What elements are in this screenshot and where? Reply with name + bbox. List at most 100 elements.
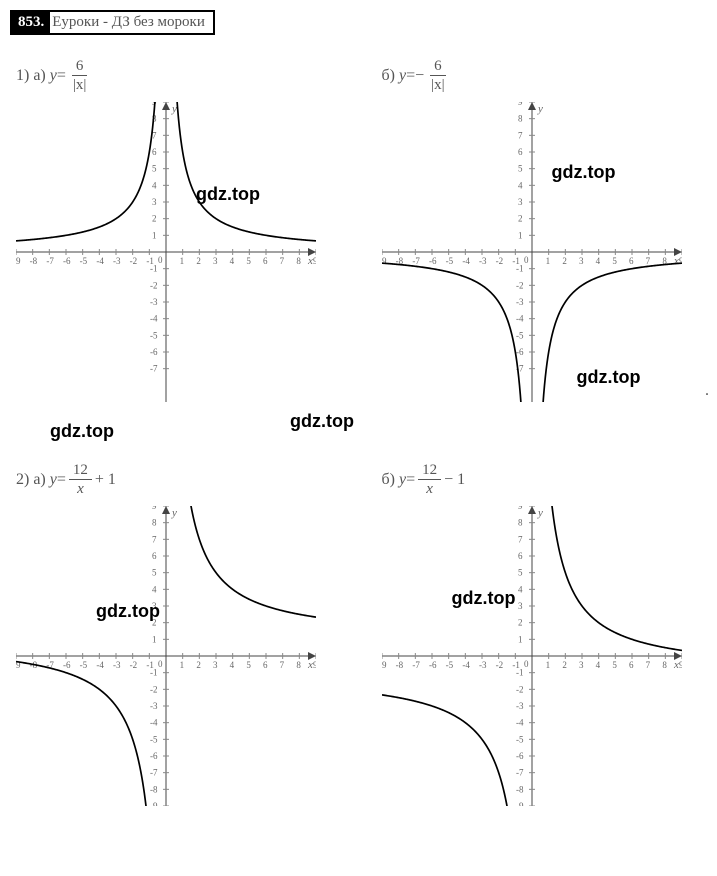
svg-text:2: 2 bbox=[196, 256, 201, 266]
svg-text:3: 3 bbox=[518, 197, 523, 207]
svg-text:-4: -4 bbox=[462, 256, 470, 266]
svg-text:-5: -5 bbox=[150, 734, 158, 744]
svg-text:-9: -9 bbox=[16, 256, 21, 266]
svg-text:6: 6 bbox=[263, 660, 268, 670]
svg-text:-4: -4 bbox=[96, 256, 104, 266]
svg-text:-5: -5 bbox=[516, 734, 524, 744]
svg-text:8: 8 bbox=[152, 518, 157, 528]
svg-text:1: 1 bbox=[152, 230, 157, 240]
svg-text:6: 6 bbox=[629, 660, 634, 670]
svg-text:4: 4 bbox=[518, 584, 523, 594]
svg-text:1: 1 bbox=[545, 660, 550, 670]
svg-text:5: 5 bbox=[246, 660, 251, 670]
formula-1b: б) y = − 6 |x| bbox=[382, 57, 702, 94]
svg-text:-4: -4 bbox=[462, 660, 470, 670]
svg-text:-3: -3 bbox=[479, 660, 487, 670]
svg-text:0: 0 bbox=[524, 255, 529, 265]
svg-text:3: 3 bbox=[579, 660, 584, 670]
svg-text:1: 1 bbox=[545, 256, 550, 266]
den-2b: x bbox=[422, 480, 437, 498]
svg-text:2: 2 bbox=[152, 214, 157, 224]
svg-text:-7: -7 bbox=[46, 256, 54, 266]
svg-text:7: 7 bbox=[280, 256, 285, 266]
svg-text:-5: -5 bbox=[80, 660, 88, 670]
eq-2b: = bbox=[406, 471, 415, 489]
formula-2b: б) y = 12 x − 1 bbox=[382, 461, 702, 498]
svg-text:-5: -5 bbox=[445, 660, 453, 670]
tail-2b: − 1 bbox=[444, 471, 465, 489]
svg-text:4: 4 bbox=[230, 660, 235, 670]
svg-text:-6: -6 bbox=[150, 751, 158, 761]
frac-2b: 12 x bbox=[418, 461, 441, 498]
svg-text:9: 9 bbox=[518, 102, 523, 107]
problem-label-1b: б) bbox=[382, 67, 395, 85]
svg-text:-2: -2 bbox=[150, 280, 158, 290]
svg-text:3: 3 bbox=[213, 256, 218, 266]
svg-text:-7: -7 bbox=[412, 256, 420, 266]
svg-text:3: 3 bbox=[152, 197, 157, 207]
svg-text:9: 9 bbox=[518, 506, 523, 511]
svg-1b: xy0-9-8-7-6-5-4-3-2-1123456789123456789-… bbox=[382, 102, 682, 402]
svg-text:-1: -1 bbox=[150, 264, 158, 274]
svg-2a: xy0-9-8-7-6-5-4-3-2-1123456789123456789-… bbox=[16, 506, 316, 806]
svg-text:-6: -6 bbox=[516, 751, 524, 761]
svg-text:8: 8 bbox=[662, 660, 667, 670]
svg-text:-6: -6 bbox=[516, 347, 524, 357]
sign-1b: − bbox=[415, 67, 424, 85]
svg-text:7: 7 bbox=[518, 130, 523, 140]
svg-text:-3: -3 bbox=[479, 256, 487, 266]
svg-text:5: 5 bbox=[612, 660, 617, 670]
row-1: 1) а) y = 6 |x| xy0-9-8-7-6-5-4-3-2-1123… bbox=[10, 47, 707, 411]
svg-text:1: 1 bbox=[518, 634, 523, 644]
svg-text:y: y bbox=[171, 103, 177, 115]
svg-text:3: 3 bbox=[152, 601, 157, 611]
svg-text:0: 0 bbox=[524, 659, 529, 669]
svg-text:9: 9 bbox=[313, 256, 316, 266]
svg-text:-2: -2 bbox=[495, 256, 503, 266]
svg-text:9: 9 bbox=[679, 256, 682, 266]
svg-text:8: 8 bbox=[518, 518, 523, 528]
svg-text:-2: -2 bbox=[150, 684, 158, 694]
svg-text:5: 5 bbox=[152, 164, 157, 174]
svg-text:-2: -2 bbox=[495, 660, 503, 670]
svg-text:-4: -4 bbox=[96, 660, 104, 670]
svg-text:-3: -3 bbox=[150, 297, 158, 307]
svg-text:2: 2 bbox=[196, 660, 201, 670]
lhs-2b: y bbox=[399, 471, 406, 489]
svg-text:-6: -6 bbox=[150, 347, 158, 357]
svg-text:7: 7 bbox=[645, 660, 650, 670]
svg-text:3: 3 bbox=[213, 660, 218, 670]
svg-text:9: 9 bbox=[313, 660, 316, 670]
svg-text:6: 6 bbox=[263, 256, 268, 266]
svg-text:8: 8 bbox=[296, 256, 301, 266]
svg-text:-6: -6 bbox=[63, 660, 71, 670]
svg-text:5: 5 bbox=[246, 256, 251, 266]
mid-watermarks: gdz.top gdz.top bbox=[10, 421, 707, 451]
cell-2a: 2) а) y = 12 x + 1 xy0-9-8-7-6-5-4-3-2-1… bbox=[10, 451, 342, 815]
svg-text:-4: -4 bbox=[150, 718, 158, 728]
watermark: gdz.top bbox=[290, 411, 354, 432]
svg-text:-6: -6 bbox=[63, 256, 71, 266]
svg-text:2: 2 bbox=[518, 618, 523, 628]
svg-text:1: 1 bbox=[152, 634, 157, 644]
den-2a: x bbox=[73, 480, 88, 498]
svg-text:4: 4 bbox=[595, 256, 600, 266]
svg-text:-3: -3 bbox=[113, 660, 121, 670]
svg-text:-9: -9 bbox=[150, 801, 158, 806]
svg-text:3: 3 bbox=[518, 601, 523, 611]
svg-text:6: 6 bbox=[152, 551, 157, 561]
svg-text:y: y bbox=[537, 103, 543, 115]
svg-text:4: 4 bbox=[518, 180, 523, 190]
svg-text:1: 1 bbox=[180, 256, 185, 266]
svg-text:-9: -9 bbox=[382, 256, 387, 266]
cell-2b: б) y = 12 x − 1 xy0-9-8-7-6-5-4-3-2-1123… bbox=[342, 451, 708, 815]
eq-1b: = bbox=[406, 67, 415, 85]
svg-1a: xy0-9-8-7-6-5-4-3-2-1123456789123456789-… bbox=[16, 102, 316, 402]
svg-text:6: 6 bbox=[629, 256, 634, 266]
svg-text:-7: -7 bbox=[150, 364, 158, 374]
svg-text:7: 7 bbox=[280, 660, 285, 670]
svg-text:-7: -7 bbox=[516, 768, 524, 778]
svg-text:-7: -7 bbox=[412, 660, 420, 670]
num-1a: 6 bbox=[72, 57, 88, 76]
header-subtitle: Еуроки - ДЗ без мороки bbox=[50, 12, 213, 33]
